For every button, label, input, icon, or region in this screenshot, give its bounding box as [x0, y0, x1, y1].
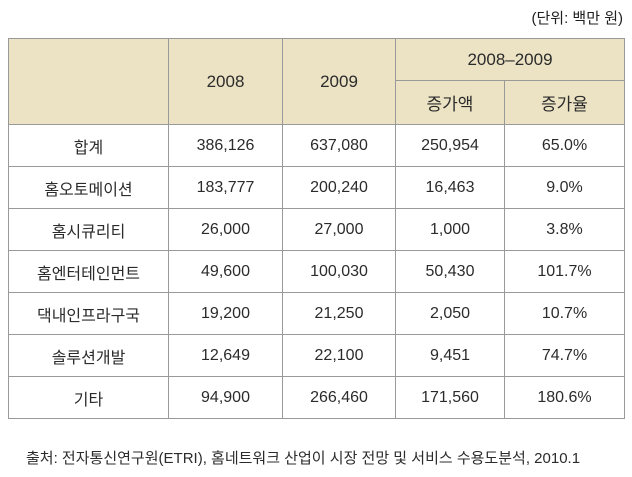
table-row-total: 합계 386,126 637,080 250,954 65.0% — [8, 124, 625, 167]
value-2009: 22,100 — [282, 334, 396, 377]
header-row-top: 2008 2009 2008–2009 — [8, 38, 625, 125]
value-rate: 3.8% — [504, 208, 625, 251]
table-row-home-security: 홈시큐리티 26,000 27,000 1,000 3.8% — [8, 208, 625, 251]
header-cell-increase-rate: 증가율 — [504, 80, 625, 125]
value-2009: 637,080 — [282, 124, 396, 167]
value-2008: 26,000 — [168, 208, 283, 251]
header-row-sub: 증가액 증가율 — [9, 80, 625, 125]
row-label: 댁내인프라구국 — [8, 292, 169, 335]
value-increase: 1,000 — [395, 208, 505, 251]
header-cell-2008: 2008 — [168, 38, 283, 125]
value-increase: 50,430 — [395, 250, 505, 293]
table-row-premises-infrastructure: 댁내인프라구국 19,200 21,250 2,050 10.7% — [8, 292, 625, 335]
table-row-other: 기타 94,900 266,460 171,560 180.6% — [8, 376, 625, 419]
value-2009: 266,460 — [282, 376, 396, 419]
table-row-home-entertainment: 홈엔터테인먼트 49,600 100,030 50,430 101.7% — [8, 250, 625, 293]
home-network-market-table: 2008 2009 2008–2009 증가액 증가율 합계 386,126 6… — [8, 38, 625, 419]
value-rate: 180.6% — [504, 376, 625, 419]
value-2009: 200,240 — [282, 166, 396, 209]
value-rate: 101.7% — [504, 250, 625, 293]
value-rate: 74.7% — [504, 334, 625, 377]
value-rate: 10.7% — [504, 292, 625, 335]
row-label: 합계 — [8, 124, 169, 167]
row-label: 기타 — [8, 376, 169, 419]
table-row-solution-development: 솔루션개발 12,649 22,100 9,451 74.7% — [8, 334, 625, 377]
value-2008: 183,777 — [168, 166, 283, 209]
table-body: 합계 386,126 637,080 250,954 65.0% 홈오토메이션 … — [8, 124, 625, 419]
value-increase: 171,560 — [395, 376, 505, 419]
row-label: 홈오토메이션 — [8, 166, 169, 209]
value-2009: 100,030 — [282, 250, 396, 293]
value-rate: 65.0% — [504, 124, 625, 167]
header-cell-group-2008-2009: 2008–2009 — [395, 38, 625, 81]
value-2008: 386,126 — [168, 124, 283, 167]
header-cell-blank — [8, 38, 169, 125]
row-label: 홈시큐리티 — [8, 208, 169, 251]
value-2008: 12,649 — [168, 334, 283, 377]
row-label: 솔루션개발 — [8, 334, 169, 377]
value-rate: 9.0% — [504, 166, 625, 209]
row-label: 홈엔터테인먼트 — [8, 250, 169, 293]
table-header: 2008 2009 2008–2009 증가액 증가율 — [8, 38, 625, 125]
header-cell-2009: 2009 — [282, 38, 396, 125]
value-increase: 9,451 — [395, 334, 505, 377]
unit-label: (단위: 백만 원) — [531, 10, 624, 27]
value-2008: 49,600 — [168, 250, 283, 293]
value-increase: 2,050 — [395, 292, 505, 335]
value-2008: 19,200 — [168, 292, 283, 335]
source-citation: 출처: 전자통신연구원(ETRI), 홈네트워크 산업이 시장 전망 및 서비스… — [26, 450, 581, 467]
value-2009: 21,250 — [282, 292, 396, 335]
value-2008: 94,900 — [168, 376, 283, 419]
value-2009: 27,000 — [282, 208, 396, 251]
value-increase: 16,463 — [395, 166, 505, 209]
value-increase: 250,954 — [395, 124, 505, 167]
header-cell-increase-amount: 증가액 — [395, 80, 505, 125]
table-row-home-automation: 홈오토메이션 183,777 200,240 16,463 9.0% — [8, 166, 625, 209]
